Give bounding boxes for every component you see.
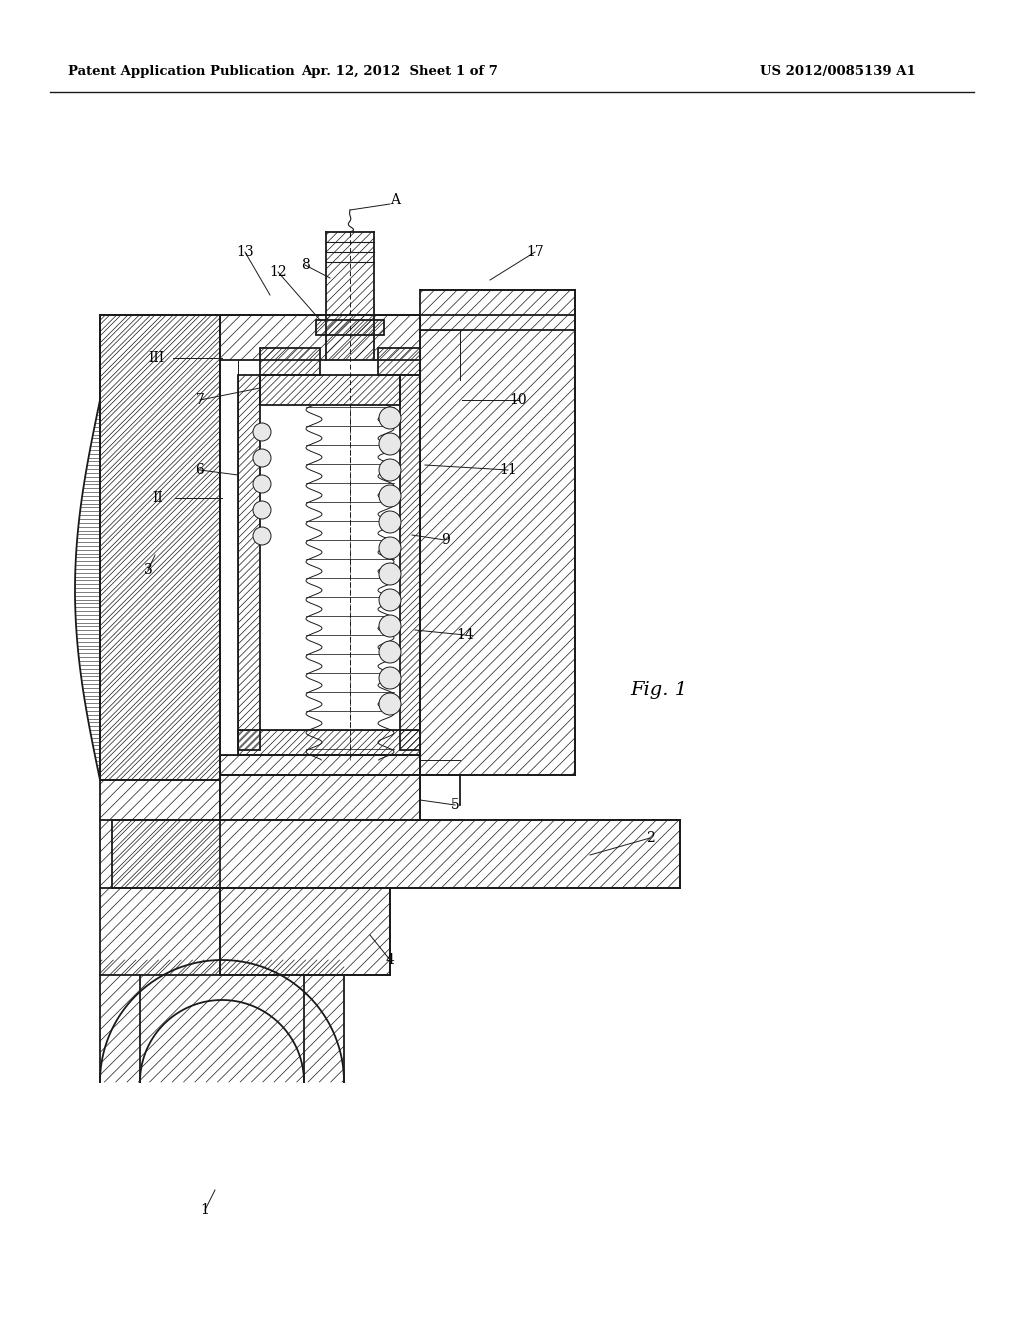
Circle shape — [379, 693, 401, 715]
Text: Apr. 12, 2012  Sheet 1 of 7: Apr. 12, 2012 Sheet 1 of 7 — [301, 66, 499, 78]
Circle shape — [253, 527, 271, 545]
Bar — [112, 820, 680, 888]
Text: US 2012/0085139 A1: US 2012/0085139 A1 — [760, 66, 915, 78]
Circle shape — [379, 459, 401, 480]
Text: 11: 11 — [499, 463, 517, 477]
Text: 2: 2 — [645, 832, 654, 845]
Bar — [316, 319, 384, 335]
Bar — [378, 348, 420, 375]
Circle shape — [379, 484, 401, 507]
Text: III: III — [147, 351, 164, 366]
Bar — [220, 775, 420, 820]
Circle shape — [379, 615, 401, 638]
Text: Patent Application Publication: Patent Application Publication — [68, 66, 295, 78]
Circle shape — [253, 475, 271, 492]
Bar — [400, 375, 420, 750]
Bar — [260, 375, 400, 405]
Text: 6: 6 — [196, 463, 205, 477]
Bar — [100, 315, 220, 780]
Bar — [420, 290, 575, 775]
Text: Fig. 1: Fig. 1 — [630, 681, 687, 700]
Bar — [238, 730, 420, 755]
Text: 12: 12 — [269, 265, 287, 279]
Text: 13: 13 — [237, 246, 254, 259]
Bar — [220, 888, 390, 975]
Circle shape — [379, 564, 401, 585]
Circle shape — [379, 589, 401, 611]
Circle shape — [379, 433, 401, 455]
Text: 3: 3 — [143, 564, 153, 577]
Text: 14: 14 — [456, 628, 474, 642]
Text: 8: 8 — [301, 257, 309, 272]
Circle shape — [253, 422, 271, 441]
Bar — [220, 315, 420, 360]
Bar — [220, 755, 420, 775]
Text: 9: 9 — [440, 533, 450, 546]
Text: 10: 10 — [509, 393, 526, 407]
Text: II: II — [153, 491, 164, 506]
Circle shape — [379, 537, 401, 558]
Text: 17: 17 — [526, 246, 544, 259]
Circle shape — [379, 407, 401, 429]
Circle shape — [253, 449, 271, 467]
Text: 7: 7 — [196, 393, 205, 407]
Circle shape — [379, 511, 401, 533]
Text: A: A — [390, 193, 400, 207]
Text: 5: 5 — [451, 799, 460, 812]
Bar — [260, 348, 319, 375]
Circle shape — [379, 642, 401, 663]
Text: 1: 1 — [201, 1203, 210, 1217]
Circle shape — [379, 667, 401, 689]
Text: 4: 4 — [386, 953, 394, 968]
Circle shape — [253, 502, 271, 519]
Bar — [238, 375, 260, 750]
